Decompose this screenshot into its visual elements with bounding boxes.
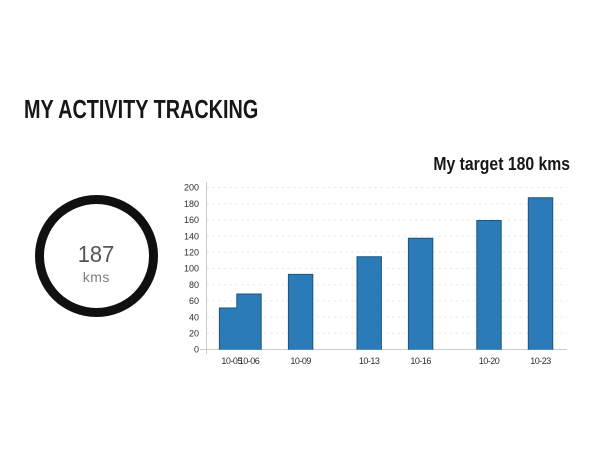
svg-text:80: 80 [189, 280, 199, 290]
svg-text:10-20: 10-20 [479, 356, 500, 366]
svg-text:100: 100 [184, 264, 199, 274]
svg-text:0: 0 [194, 345, 199, 355]
svg-text:10-06: 10-06 [239, 356, 260, 366]
svg-text:180: 180 [184, 199, 199, 209]
svg-text:160: 160 [184, 215, 199, 225]
svg-text:10-23: 10-23 [530, 356, 551, 366]
svg-text:120: 120 [184, 248, 199, 258]
svg-text:40: 40 [189, 312, 199, 322]
svg-text:20: 20 [189, 329, 199, 339]
svg-text:200: 200 [184, 183, 199, 193]
svg-text:10-16: 10-16 [410, 356, 431, 366]
svg-text:60: 60 [189, 296, 199, 306]
svg-text:10-09: 10-09 [290, 356, 311, 366]
svg-text:10-05: 10-05 [221, 356, 242, 366]
svg-text:140: 140 [184, 231, 199, 241]
svg-text:10-13: 10-13 [359, 356, 380, 366]
